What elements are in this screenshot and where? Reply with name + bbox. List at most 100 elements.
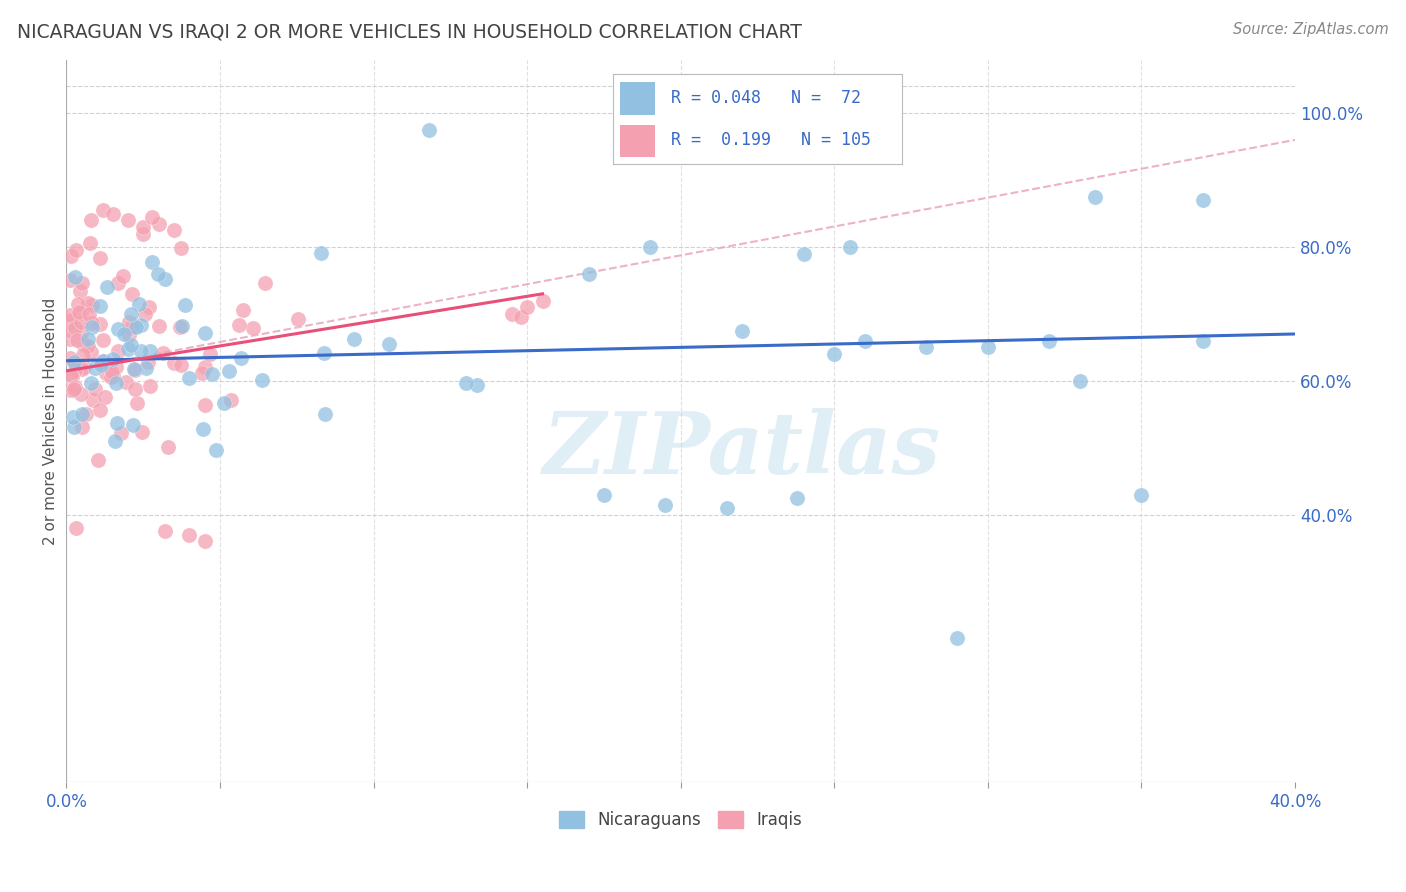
Point xyxy=(204,443,226,458)
Point xyxy=(121,286,143,301)
Point xyxy=(87,453,110,467)
Point xyxy=(946,632,969,646)
Point xyxy=(70,362,93,376)
Point xyxy=(76,296,98,310)
Point xyxy=(141,210,163,224)
Point xyxy=(314,345,336,359)
Point xyxy=(70,326,93,340)
Point xyxy=(91,203,114,218)
Point xyxy=(146,267,169,281)
Point xyxy=(59,316,82,330)
Point xyxy=(218,364,240,378)
Point xyxy=(79,308,101,322)
Point xyxy=(118,315,141,329)
Point xyxy=(1038,334,1060,348)
Point xyxy=(118,327,141,342)
Point xyxy=(287,311,309,326)
Point xyxy=(654,498,676,512)
Point xyxy=(80,345,103,359)
Point xyxy=(1130,487,1153,501)
Point xyxy=(91,333,114,347)
Point xyxy=(786,491,808,505)
Point xyxy=(125,320,148,334)
Point xyxy=(309,246,332,260)
Point xyxy=(82,319,104,334)
Point xyxy=(418,123,440,137)
Point xyxy=(70,407,93,421)
Point xyxy=(638,240,661,254)
Point xyxy=(510,310,533,325)
Point xyxy=(716,500,738,515)
Point xyxy=(94,367,117,381)
Point xyxy=(129,343,152,358)
Point xyxy=(191,422,214,436)
Point xyxy=(107,322,129,336)
Point xyxy=(105,376,128,391)
Point xyxy=(83,360,105,375)
Point xyxy=(134,307,156,321)
Point xyxy=(170,358,193,372)
Point xyxy=(200,346,222,360)
Point xyxy=(70,306,93,320)
Point xyxy=(120,307,142,321)
Point xyxy=(120,321,142,335)
Point xyxy=(138,379,160,393)
Point xyxy=(117,213,139,227)
Point xyxy=(65,521,87,535)
Point xyxy=(194,534,217,549)
Point xyxy=(112,269,135,284)
Point xyxy=(73,359,96,374)
Point xyxy=(136,355,159,369)
Point xyxy=(101,365,124,379)
Point xyxy=(62,410,84,425)
Point xyxy=(135,361,157,376)
Point xyxy=(129,318,152,332)
Point xyxy=(105,416,128,430)
Point xyxy=(58,351,80,365)
Point xyxy=(177,371,200,385)
Point xyxy=(194,326,217,340)
Point xyxy=(63,270,86,285)
Point xyxy=(250,372,273,386)
Point xyxy=(107,343,129,358)
Point xyxy=(174,298,197,312)
Point xyxy=(59,368,82,382)
Point xyxy=(96,280,118,294)
Point xyxy=(141,255,163,269)
Point xyxy=(63,363,86,377)
Point xyxy=(107,276,129,290)
Point xyxy=(100,360,122,375)
Point xyxy=(454,376,477,391)
Point xyxy=(91,354,114,368)
Text: ZIPatlas: ZIPatlas xyxy=(543,409,941,491)
Point xyxy=(201,367,224,381)
Point xyxy=(63,321,86,335)
Point xyxy=(148,217,170,231)
Point xyxy=(232,302,254,317)
Point xyxy=(62,355,84,369)
Point xyxy=(731,324,754,338)
Point xyxy=(80,316,103,330)
Point xyxy=(127,396,149,410)
Point xyxy=(89,317,111,331)
Point xyxy=(853,334,876,348)
Point xyxy=(112,326,135,341)
Point xyxy=(124,382,146,396)
Point xyxy=(314,407,336,421)
Point xyxy=(124,362,146,376)
Point xyxy=(100,370,122,384)
Point xyxy=(153,524,176,539)
Point xyxy=(121,417,143,432)
Point xyxy=(501,307,523,321)
Point xyxy=(60,370,83,384)
Point xyxy=(378,337,401,351)
Point xyxy=(1069,374,1091,388)
Point xyxy=(103,351,125,366)
Point xyxy=(915,340,938,354)
Point xyxy=(1192,193,1215,207)
Point xyxy=(59,308,82,322)
Point xyxy=(70,316,93,330)
Point xyxy=(117,343,139,357)
Point xyxy=(59,332,82,346)
Point xyxy=(89,403,111,417)
